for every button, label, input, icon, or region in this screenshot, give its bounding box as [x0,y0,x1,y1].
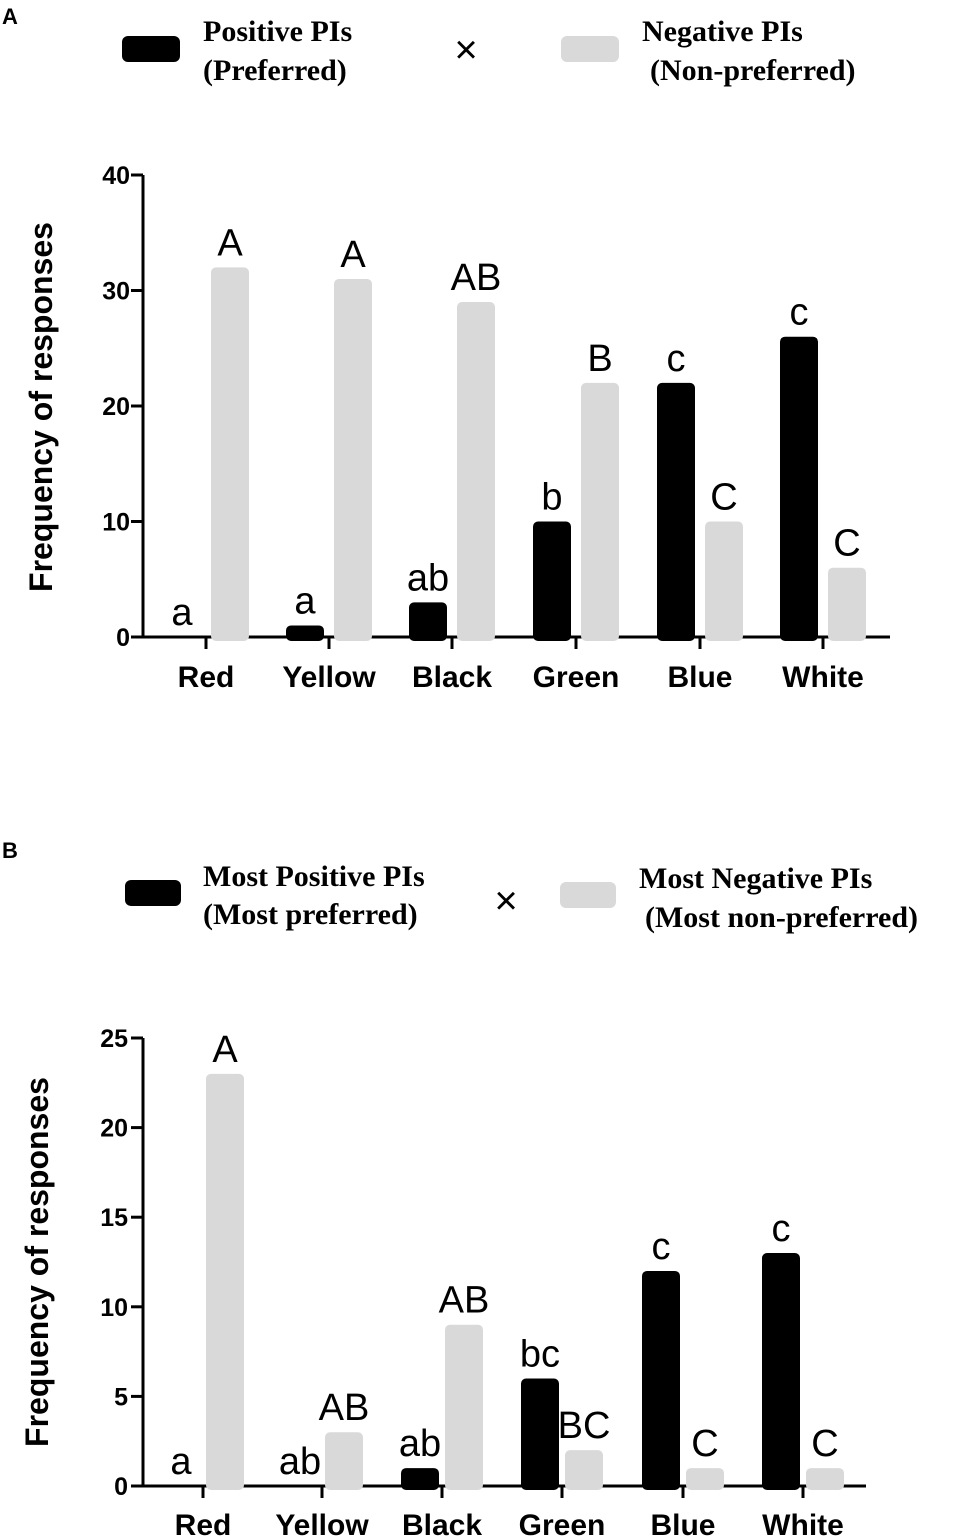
legend-a-negative-line2: (Non-preferred) [650,54,856,87]
bar-significance-label: C [710,477,737,519]
legend-a-separator: × [454,28,477,72]
y-tick-label: 30 [102,278,130,306]
panel-a-letter: A [2,4,18,29]
bar-significance-label: b [541,477,562,519]
bar-significance-label: ab [407,557,449,599]
panel-a: A Positive PIs (Preferred) × Negative PI… [2,4,890,694]
legend-b-positive-line1: Most Positive PIs [203,860,425,893]
bar-significance-label: AB [451,257,502,299]
legend-a-negative-swatch [561,36,619,62]
bar-significance-label: BC [558,1405,611,1447]
bar-positive [409,602,447,641]
bar-negative [686,1468,724,1490]
bar-significance-label: AB [319,1387,370,1429]
bar-positive [521,1378,559,1490]
bar-significance-label: A [212,1029,238,1071]
x-category-label: Green [533,661,620,694]
bar-negative [211,267,249,641]
x-category-label: Blue [650,1509,715,1539]
bar-significance-label: a [171,592,193,634]
x-category-label: Black [412,661,492,694]
bar-significance-label: bc [520,1333,560,1375]
bar-significance-label: ab [279,1441,321,1483]
panel-b-letter: B [2,838,18,863]
x-category-label: Yellow [282,661,376,694]
bar-negative [565,1450,603,1490]
panel-b-y-axis-title: Frequency of responses [19,1077,55,1447]
x-category-label: Blue [667,661,732,694]
bar-significance-label: C [833,523,860,565]
bar-negative [206,1073,244,1490]
panel-b: B Most Positive PIs (Most preferred) × M… [2,838,918,1539]
bar-positive [401,1468,439,1490]
legend-b-negative-swatch [560,882,616,908]
bar-significance-label: B [587,338,612,380]
panel-a-y-axis-title: Frequency of responses [23,222,59,592]
bar-significance-label: A [340,234,366,276]
bar-positive [762,1253,800,1490]
x-category-label: Yellow [275,1509,369,1539]
bar-significance-label: AB [439,1280,490,1322]
y-tick-label: 40 [102,162,130,190]
y-tick-label: 5 [114,1383,128,1411]
legend-b-positive-line2: (Most preferred) [203,898,418,931]
y-tick-label: 0 [114,1473,128,1501]
bar-negative [705,521,743,641]
bar-positive [533,521,571,641]
y-tick-label: 25 [100,1025,128,1053]
bar-significance-label: c [652,1226,671,1268]
bar-positive [286,625,324,641]
x-category-label: Black [402,1509,482,1539]
x-category-label: Red [178,661,235,694]
legend-b-separator: × [494,879,517,923]
y-tick-label: 0 [116,624,130,652]
bar-significance-label: c [667,338,686,380]
bar-negative [457,302,495,641]
bar-significance-label: C [691,1423,718,1465]
legend-b-negative-line2: (Most non-preferred) [645,901,918,934]
panel-b-plot: 0 5 10 15 20 25 Red Yellow Black Green Blue White a a… [100,1025,866,1539]
bar-negative [828,567,866,641]
legend-a-negative-line1: Negative PIs [642,15,803,48]
x-category-label: White [782,661,864,694]
x-category-label: White [762,1509,844,1539]
bar-significance-label: C [811,1423,838,1465]
panel-a-plot: 0 10 20 30 40 Red Yellow Black Green Blue White a a a… [102,162,890,694]
legend-b-positive-swatch [125,880,181,906]
panel-a-legend: Positive PIs (Preferred) × Negative PIs … [122,15,856,87]
bar-significance-label: a [170,1441,192,1483]
y-tick-label: 10 [102,509,130,537]
bar-significance-label: c [772,1208,791,1250]
bar-significance-label: c [790,292,809,334]
legend-a-positive-swatch [122,36,180,62]
legend-b-negative-line1: Most Negative PIs [639,862,872,895]
bar-negative [334,278,372,641]
legend-a-positive-line2: (Preferred) [203,54,347,87]
bar-negative [445,1324,483,1490]
bar-negative [325,1432,363,1490]
x-category-label: Red [175,1509,232,1539]
bar-negative [581,382,619,641]
bar-significance-label: ab [399,1423,441,1465]
y-tick-label: 10 [100,1294,128,1322]
bar-positive [657,382,695,641]
y-tick-label: 15 [100,1204,128,1232]
legend-a-positive-line1: Positive PIs [203,15,352,48]
y-tick-label: 20 [100,1115,128,1143]
bar-negative [806,1468,844,1490]
bar-positive [642,1270,680,1490]
bar-positive [780,336,818,641]
panel-b-legend: Most Positive PIs (Most preferred) × Mos… [125,860,918,934]
bar-significance-label: a [294,580,316,622]
y-tick-label: 20 [102,393,130,421]
x-category-label: Green [519,1509,606,1539]
bar-significance-label: A [217,222,243,264]
